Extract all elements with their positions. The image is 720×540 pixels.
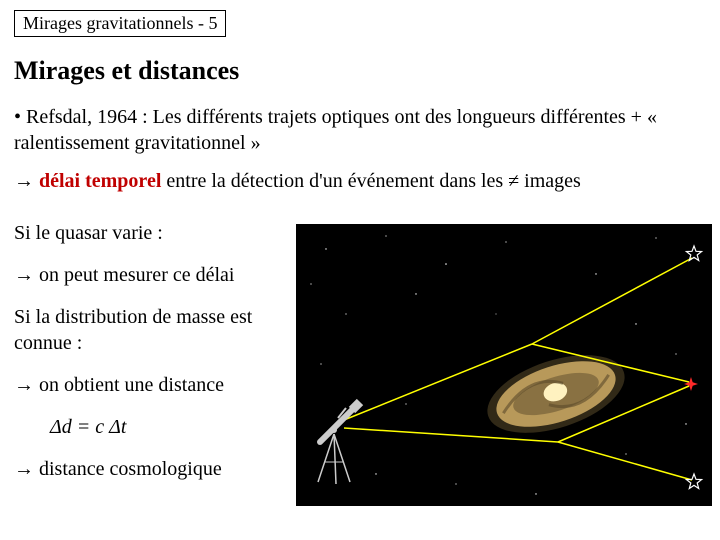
slide-header-label: Mirages gravitationnels - 5 [23,13,217,33]
starfield [310,235,686,494]
line-measure-delay: → on peut mesurer ce délai [14,262,284,288]
telescope-icon [318,402,360,484]
delay-rest: entre la détection d'un événement dans l… [161,170,580,192]
paragraph-refsdal: • Refsdal, 1964 : Les différents trajets… [14,104,706,156]
line-cosmological: → distance cosmologique [14,456,284,482]
highlight-delay: délai temporel [39,170,161,192]
lensing-svg [296,224,712,506]
slide-header: Mirages gravitationnels - 5 [14,10,226,37]
formula: Δd = c Δt [50,414,284,440]
lensing-diagram [296,224,712,506]
left-column: Si le quasar varie : → on peut mesurer c… [14,220,284,498]
arrow-prefix: → [14,170,39,192]
line-obtain-distance: → on obtient une distance [14,372,284,398]
source-quasar [684,377,698,391]
page-title: Mirages et distances [14,56,239,86]
line-quasar-varies: Si le quasar varie : [14,220,284,246]
image-top-star-icon [686,246,701,261]
image-bottom-star-icon [686,474,701,489]
line-mass-known: Si la distribution de masse est connue : [14,304,284,356]
paragraph-delay: → délai temporel entre la détection d'un… [14,168,712,194]
light-rays [344,258,692,480]
